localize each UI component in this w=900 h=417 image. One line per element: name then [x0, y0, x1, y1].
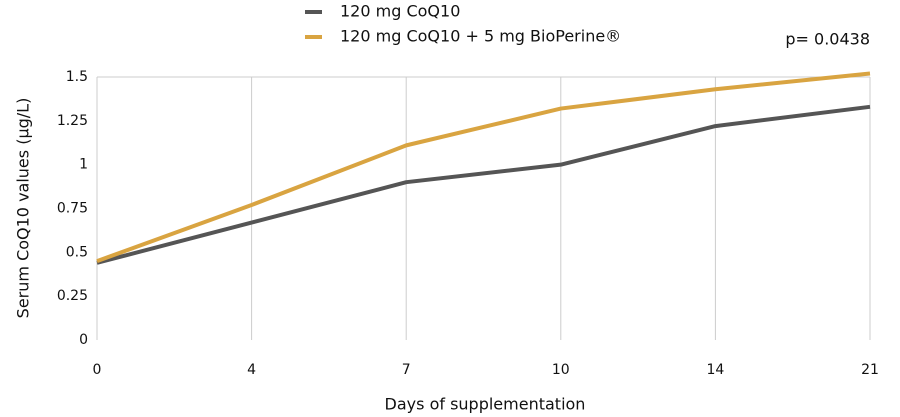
y-tick-label: 0.25 [57, 288, 88, 304]
x-tick-label: 0 [93, 362, 102, 378]
x-axis-title: Days of supplementation [385, 395, 586, 414]
y-tick-label: 0.5 [66, 244, 88, 260]
x-tick-label: 10 [552, 362, 570, 378]
y-tick-label: 1 [79, 157, 88, 173]
y-tick-label: 0 [79, 332, 88, 348]
y-tick-label: 0.75 [57, 201, 88, 217]
x-tick-label: 7 [402, 362, 411, 378]
y-tick-label: 1.5 [66, 69, 88, 85]
x-tick-label: 14 [706, 362, 724, 378]
series-line [96, 104, 871, 265]
legend-label: 120 mg CoQ10 + 5 mg BioPerine® [340, 27, 621, 46]
series-line [96, 71, 871, 263]
x-tick-label: 21 [861, 362, 879, 378]
annotation: p= 0.0438 [785, 30, 870, 49]
y-axis-title: Serum CoQ10 values (µg/L) [14, 98, 33, 319]
legend-label: 120 mg CoQ10 [340, 2, 460, 21]
y-tick-label: 1.25 [57, 113, 88, 129]
x-tick-label: 4 [247, 362, 256, 378]
